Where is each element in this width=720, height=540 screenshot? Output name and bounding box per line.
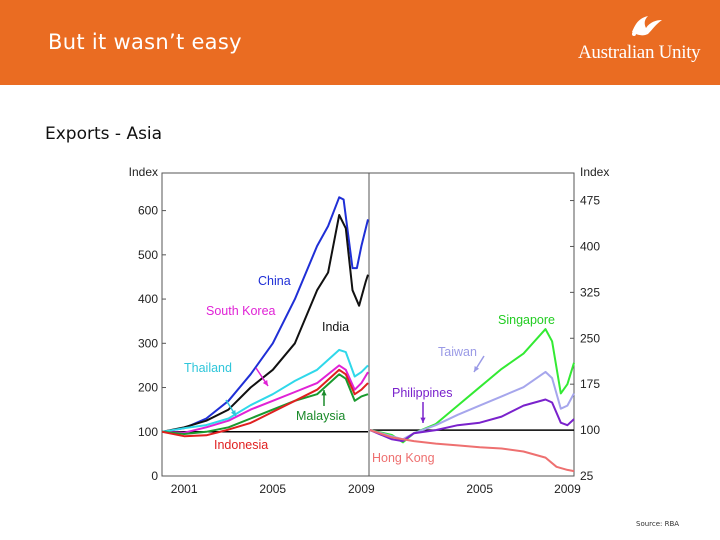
left-y-tick-label: 600 [138, 204, 158, 218]
right-x-tick-label: 2009 [554, 482, 581, 496]
left-y-tick-label: 400 [138, 292, 158, 306]
series-line-hong-kong [369, 429, 575, 473]
series-label-thailand: Thailand [184, 361, 232, 375]
right-y-tick-label: 400 [580, 239, 600, 253]
plot-frame [161, 172, 575, 477]
series-label-philippines: Philippines [392, 386, 452, 400]
series-line-indonesia [161, 368, 369, 438]
right-y-tick-label: 100 [580, 423, 600, 437]
left-y-tick-label: 500 [138, 248, 158, 262]
right-x-tick-label: 2005 [466, 482, 493, 496]
right-axis-title: Index [580, 165, 609, 179]
series-line-india [161, 214, 369, 433]
series-label-china: China [258, 274, 291, 288]
right-y-tick-label: 175 [580, 377, 600, 391]
series-line-thailand [161, 348, 369, 433]
left-y-tick-label: 200 [138, 381, 158, 395]
bird-logo-icon [632, 16, 662, 36]
thailand-arrow-head [230, 410, 236, 416]
left-x-tick-label: 2001 [171, 482, 198, 496]
slide-subtitle: Exports - Asia [45, 124, 163, 144]
left-x-tick-label: 2005 [259, 482, 286, 496]
left-axis-title: Index [129, 165, 158, 179]
right-y-tick-label: 475 [580, 194, 600, 208]
left-y-tick-label: 100 [138, 425, 158, 439]
left-x-tick-label: 2009 [348, 482, 375, 496]
south-korea-arrow-head [262, 380, 268, 386]
series-label-india: India [322, 320, 349, 334]
logo-text: Australian Unity [578, 42, 701, 63]
philippines-arrow-head [420, 417, 426, 423]
right-y-tick-label: 25 [580, 469, 594, 483]
series-label-south-korea: South Korea [206, 304, 276, 318]
source-note: Source: RBA [636, 520, 680, 528]
exports-asia-chart: Index 0 100 200 300 400 500 600 2001 2005 2009 Chin… [129, 165, 610, 496]
taiwan-arrow-head [474, 366, 480, 372]
series-line-china [161, 196, 369, 433]
left-y-tick-label: 300 [138, 336, 158, 350]
australian-unity-logo: Australian Unity [578, 12, 716, 74]
series-label-indonesia: Indonesia [214, 438, 268, 452]
right-y-tick-label: 325 [580, 285, 600, 299]
right-y-tick-label: 250 [580, 331, 600, 345]
series-line-taiwan [369, 370, 575, 441]
series-label-taiwan: Taiwan [438, 345, 477, 359]
slide-title: But it wasn’t easy [48, 30, 242, 54]
left-y-tick-label: 0 [151, 469, 158, 483]
series-label-singapore: Singapore [498, 313, 555, 327]
series-label-malaysia: Malaysia [296, 409, 345, 423]
malaysia-arrow-head [321, 390, 327, 396]
series-label-hong-kong: Hong Kong [372, 451, 435, 465]
series-line-south-korea [161, 364, 369, 434]
header-banner [0, 0, 720, 85]
series-line-philippines [369, 398, 575, 443]
